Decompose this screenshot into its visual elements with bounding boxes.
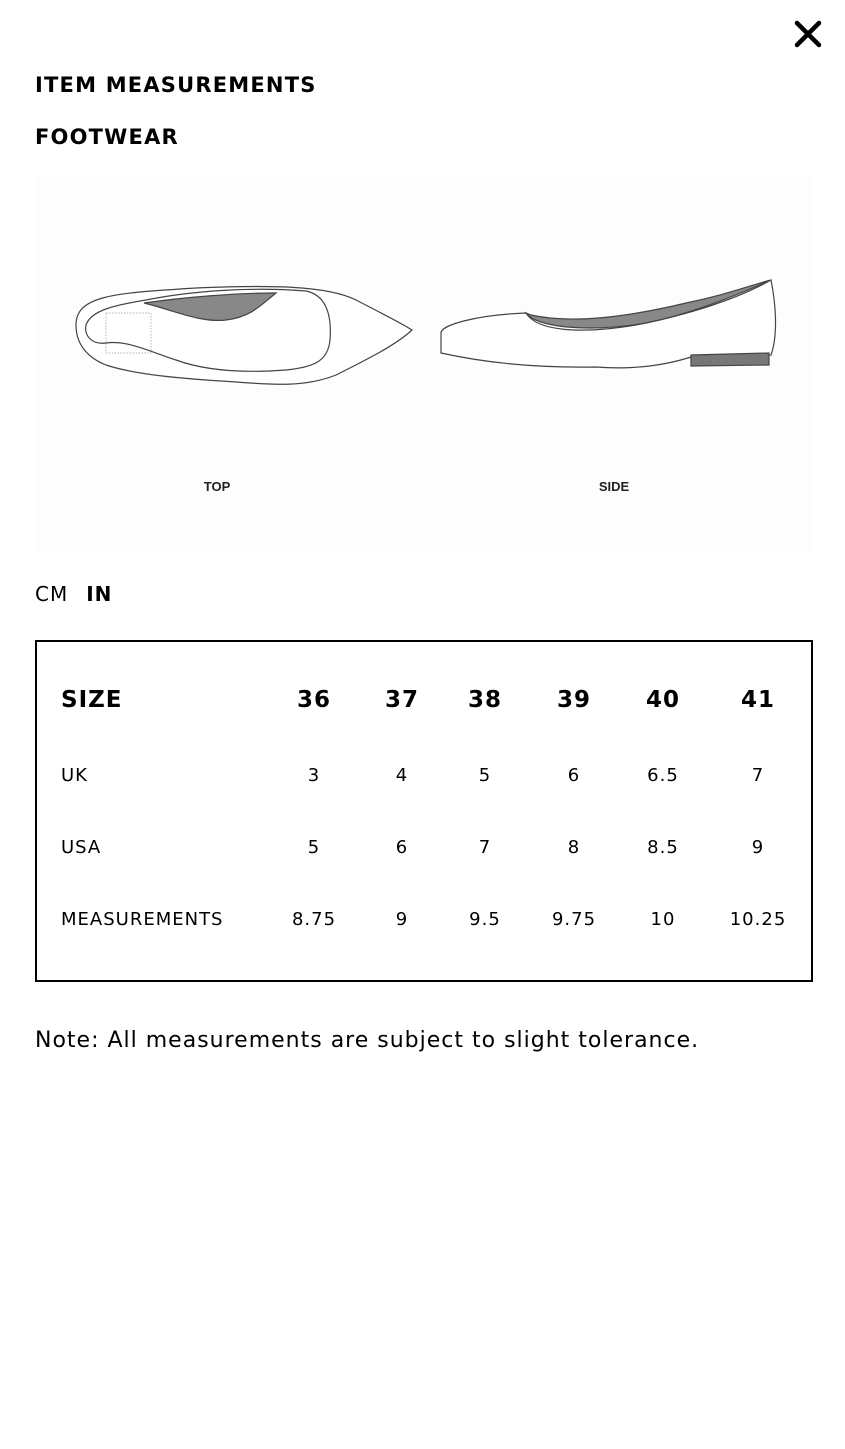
table-cell: 41 xyxy=(740,687,776,713)
table-cell: 10.25 xyxy=(729,909,787,930)
table-cell: 9 xyxy=(395,909,409,930)
table-cell: 6 xyxy=(567,765,581,786)
table-cell: 38 xyxy=(467,687,503,713)
tolerance-note: Note: All measurements are subject to sl… xyxy=(35,1028,700,1053)
unit-in-button[interactable]: IN xyxy=(86,582,113,606)
table-cell: 6 xyxy=(395,837,409,858)
size-table: SIZE 36 37 38 39 40 41 UK 3 4 5 6 6.5 7 … xyxy=(35,640,813,982)
row-label: MEASUREMENTS xyxy=(61,909,224,930)
table-cell: 10 xyxy=(650,909,676,930)
table-cell: 9.5 xyxy=(469,909,501,930)
view-label-top: TOP xyxy=(204,479,231,494)
row-label: UK xyxy=(61,765,88,786)
table-cell: 5 xyxy=(307,837,321,858)
table-cell: 9 xyxy=(751,837,765,858)
unit-toggle: CM IN xyxy=(35,582,130,606)
view-label-side: SIDE xyxy=(599,479,630,494)
table-cell: 37 xyxy=(384,687,420,713)
category-title: FOOTWEAR xyxy=(35,125,179,149)
table-row: MEASUREMENTS 8.75 9 9.5 9.75 10 10.25 xyxy=(37,909,811,939)
shoe-illustration: TOP SIDE xyxy=(36,175,812,553)
table-cell: 40 xyxy=(645,687,681,713)
table-cell: 7 xyxy=(478,837,492,858)
page-title: ITEM MEASUREMENTS xyxy=(35,73,317,97)
close-icon[interactable] xyxy=(790,16,826,52)
table-row: UK 3 4 5 6 6.5 7 xyxy=(37,765,811,795)
table-cell: 9.75 xyxy=(551,909,597,930)
table-cell: 6.5 xyxy=(647,765,679,786)
table-cell: 36 xyxy=(296,687,332,713)
table-cell: 39 xyxy=(556,687,592,713)
unit-cm-button[interactable]: CM xyxy=(35,582,69,606)
shoe-side-view: SIDE xyxy=(440,279,777,494)
row-label: USA xyxy=(61,837,102,858)
table-cell: 4 xyxy=(395,765,409,786)
table-cell: 5 xyxy=(478,765,492,786)
shoe-top-view: TOP xyxy=(75,285,413,494)
table-cell: 3 xyxy=(307,765,321,786)
table-row: USA 5 6 7 8 8.5 9 xyxy=(37,837,811,867)
table-cell: 8.75 xyxy=(291,909,337,930)
row-label: SIZE xyxy=(61,687,123,713)
table-header-row: SIZE 36 37 38 39 40 41 xyxy=(37,687,811,717)
table-cell: 8.5 xyxy=(647,837,679,858)
table-cell: 7 xyxy=(751,765,765,786)
table-cell: 8 xyxy=(567,837,581,858)
